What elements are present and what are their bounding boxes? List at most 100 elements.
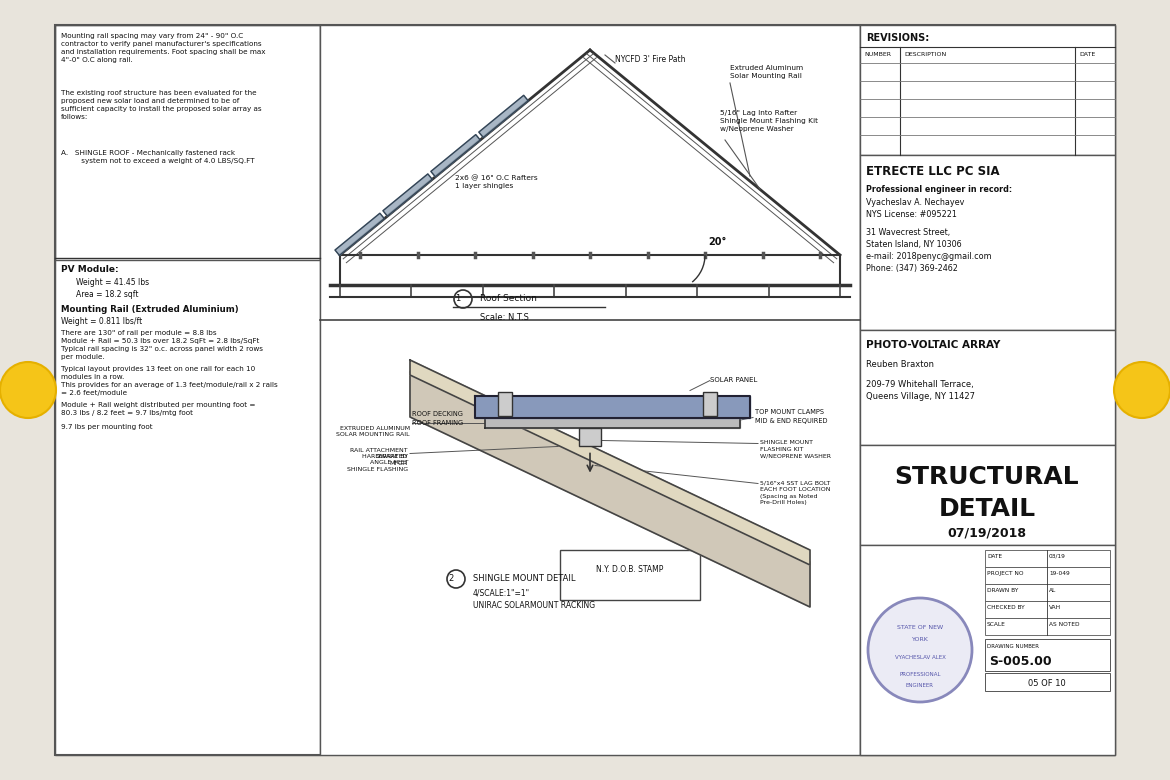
Bar: [985, 673, 1110, 691]
Text: SERRATED
ANGLE FEET
SHINGLE FLASHING: SERRATED ANGLE FEET SHINGLE FLASHING: [346, 453, 408, 472]
Text: N.Y. D.O.B. STAMP: N.Y. D.O.B. STAMP: [597, 565, 663, 574]
Bar: [860, 545, 1115, 755]
Text: DATE: DATE: [1079, 52, 1095, 57]
Text: UNIRAC SOLARMOUNT RACKING: UNIRAC SOLARMOUNT RACKING: [473, 601, 596, 610]
Text: RAIL ATTACHMENT
HARDWARE BY
MFGR: RAIL ATTACHMENT HARDWARE BY MFGR: [350, 448, 408, 466]
Bar: [860, 155, 1115, 330]
Text: ENGINEER: ENGINEER: [906, 683, 934, 688]
Text: PROFESSIONAL: PROFESSIONAL: [900, 672, 941, 677]
Bar: [55, 25, 321, 755]
Text: DRAWN BY: DRAWN BY: [987, 588, 1018, 593]
Text: Mounting Rail (Extruded Aluminium): Mounting Rail (Extruded Aluminium): [61, 305, 239, 314]
Text: 05 OF 10: 05 OF 10: [1028, 679, 1066, 688]
Text: TOP MOUNT CLAMPS
MID & END REQUIRED: TOP MOUNT CLAMPS MID & END REQUIRED: [755, 410, 827, 424]
Text: NYCFD 3' Fire Path: NYCFD 3' Fire Path: [615, 55, 686, 64]
Text: Queens Village, NY 11427: Queens Village, NY 11427: [866, 392, 975, 401]
Bar: [985, 618, 1110, 635]
Text: S-005.00: S-005.00: [989, 655, 1052, 668]
Text: YORK: YORK: [911, 637, 929, 642]
Text: ETRECTE LLC PC SIA: ETRECTE LLC PC SIA: [866, 165, 999, 178]
Text: Mounting rail spacing may vary from 24" - 90" O.C
contractor to verify panel man: Mounting rail spacing may vary from 24" …: [61, 33, 266, 63]
Text: SHINGLE MOUNT
FLASHING KIT
W/NEOPRENE WASHER: SHINGLE MOUNT FLASHING KIT W/NEOPRENE WA…: [760, 441, 831, 459]
Text: 2x6 @ 16" O.C Rafters
1 layer shingles: 2x6 @ 16" O.C Rafters 1 layer shingles: [455, 175, 538, 190]
Text: NUMBER: NUMBER: [863, 52, 892, 57]
Text: Roof Section: Roof Section: [480, 294, 537, 303]
Text: REVISIONS:: REVISIONS:: [866, 33, 929, 43]
Text: Phone: (347) 369-2462: Phone: (347) 369-2462: [866, 264, 958, 273]
Text: 19-049: 19-049: [1049, 571, 1069, 576]
Text: 20°: 20°: [708, 237, 727, 247]
Polygon shape: [383, 174, 432, 216]
Bar: [985, 584, 1110, 601]
Polygon shape: [475, 395, 750, 417]
Bar: [579, 427, 601, 445]
Circle shape: [1114, 362, 1170, 418]
Text: ROOF FRAMING: ROOF FRAMING: [412, 420, 463, 426]
Bar: [860, 25, 1115, 755]
Bar: [860, 25, 1115, 155]
Text: DETAIL: DETAIL: [938, 497, 1035, 521]
Text: SCALE: SCALE: [987, 622, 1006, 627]
Text: SOLAR PANEL: SOLAR PANEL: [710, 378, 757, 384]
Polygon shape: [431, 135, 480, 177]
Text: DRAWING NUMBER: DRAWING NUMBER: [987, 644, 1039, 649]
Text: Weight = 41.45 lbs: Weight = 41.45 lbs: [76, 278, 149, 287]
Bar: [321, 25, 860, 755]
Text: NYS License: #095221: NYS License: #095221: [866, 210, 957, 219]
Text: EXTRUDED ALUMINUM
SOLAR MOUNTING RAIL: EXTRUDED ALUMINUM SOLAR MOUNTING RAIL: [337, 426, 410, 437]
Bar: [860, 330, 1115, 445]
Text: 2: 2: [448, 574, 454, 583]
Text: PV Module:: PV Module:: [61, 265, 118, 274]
Text: Vyacheslav A. Nechayev: Vyacheslav A. Nechayev: [866, 198, 964, 207]
Text: PROJECT NO: PROJECT NO: [987, 571, 1024, 576]
Text: Staten Island, NY 10306: Staten Island, NY 10306: [866, 240, 962, 249]
Text: 1: 1: [455, 294, 461, 303]
Text: Area = 18.2 sqft: Area = 18.2 sqft: [76, 290, 138, 299]
Bar: [985, 639, 1110, 671]
Text: VYACHESLAV ALEX: VYACHESLAV ALEX: [895, 655, 945, 660]
Circle shape: [0, 362, 56, 418]
Bar: [860, 445, 1115, 545]
Text: Typical layout provides 13 feet on one rail for each 10
modules in a row.
This p: Typical layout provides 13 feet on one r…: [61, 366, 277, 396]
Text: 5/16"x4 SST LAG BOLT
EACH FOOT LOCATION
(Spacing as Noted
Pre-Drill Holes): 5/16"x4 SST LAG BOLT EACH FOOT LOCATION …: [760, 480, 831, 505]
Text: 209-79 Whitehall Terrace,: 209-79 Whitehall Terrace,: [866, 380, 973, 389]
Bar: [985, 567, 1110, 584]
Text: Reuben Braxton: Reuben Braxton: [866, 360, 934, 369]
Polygon shape: [410, 372, 810, 607]
Text: VAH: VAH: [1049, 605, 1061, 610]
Polygon shape: [410, 360, 810, 565]
Text: e-mail: 2018penyc@gmail.com: e-mail: 2018penyc@gmail.com: [866, 252, 992, 261]
Polygon shape: [335, 213, 384, 255]
Text: A.   SHINGLE ROOF - Mechanically fastened rack
         system not to exceed a w: A. SHINGLE ROOF - Mechanically fastened …: [61, 150, 255, 164]
Text: Module + Rail weight distributed per mounting foot =
80.3 lbs / 8.2 feet = 9.7 l: Module + Rail weight distributed per mou…: [61, 402, 255, 416]
Text: AS NOTED: AS NOTED: [1049, 622, 1080, 627]
Text: STRUCTURAL: STRUCTURAL: [895, 465, 1079, 489]
Text: ROOF DECKING: ROOF DECKING: [412, 412, 463, 417]
Bar: [703, 392, 717, 416]
Polygon shape: [479, 95, 528, 137]
Text: Weight = 0.811 lbs/ft: Weight = 0.811 lbs/ft: [61, 317, 143, 326]
Text: 4/SCALE:1"=1": 4/SCALE:1"=1": [473, 589, 530, 598]
Text: 07/19/2018: 07/19/2018: [948, 527, 1026, 540]
Bar: [985, 550, 1110, 567]
Text: 31 Wavecrest Street,: 31 Wavecrest Street,: [866, 228, 950, 237]
Text: 5/16" Lag Into Rafter
Shingle Mount Flashing Kit
w/Neoprene Washer: 5/16" Lag Into Rafter Shingle Mount Flas…: [720, 110, 818, 132]
Text: STATE OF NEW: STATE OF NEW: [897, 625, 943, 630]
Text: SHINGLE MOUNT DETAIL: SHINGLE MOUNT DETAIL: [473, 574, 576, 583]
Bar: [985, 601, 1110, 618]
Text: PHOTO-VOLTAIC ARRAY: PHOTO-VOLTAIC ARRAY: [866, 340, 1000, 350]
Text: 9.7 lbs per mounting foot: 9.7 lbs per mounting foot: [61, 424, 152, 430]
Text: 03/19: 03/19: [1049, 554, 1066, 559]
Text: Professional engineer in record:: Professional engineer in record:: [866, 185, 1012, 194]
Text: Extruded Aluminum
Solar Mounting Rail: Extruded Aluminum Solar Mounting Rail: [730, 65, 804, 79]
Bar: [55, 25, 321, 260]
Text: AL: AL: [1049, 588, 1057, 593]
Bar: [560, 550, 700, 600]
Bar: [498, 392, 512, 416]
Polygon shape: [486, 417, 739, 427]
Text: The existing roof structure has been evaluated for the
proposed new solar load a: The existing roof structure has been eva…: [61, 90, 262, 120]
Text: DESCRIPTION: DESCRIPTION: [904, 52, 947, 57]
Circle shape: [868, 598, 972, 702]
Text: There are 130" of rail per module = 8.8 lbs
Module + Rail = 50.3 lbs over 18.2 S: There are 130" of rail per module = 8.8 …: [61, 330, 263, 360]
Text: DATE: DATE: [987, 554, 1003, 559]
